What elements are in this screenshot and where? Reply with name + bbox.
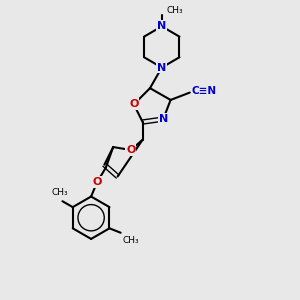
Text: CH₃: CH₃: [166, 6, 183, 15]
Text: CH₃: CH₃: [52, 188, 68, 197]
Text: C≡N: C≡N: [191, 86, 216, 96]
Text: CH₃: CH₃: [122, 236, 139, 245]
Text: O: O: [126, 145, 136, 155]
Text: N: N: [157, 21, 167, 31]
Text: N: N: [157, 63, 167, 73]
Text: O: O: [92, 177, 102, 188]
Text: O: O: [129, 99, 139, 110]
Text: N: N: [159, 114, 168, 124]
